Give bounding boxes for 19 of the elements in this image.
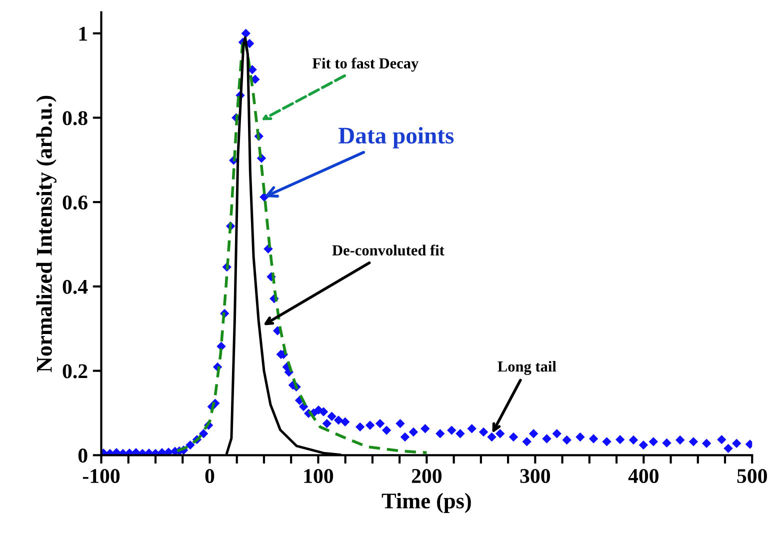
annotation: Long tail: [498, 360, 556, 375]
y-tick-label: 0: [78, 448, 88, 463]
y-axis-title: Normalized Intensity (arb.u.): [36, 96, 56, 372]
x-axis-title: Time (ps): [382, 492, 471, 513]
y-tick-label: 0.2: [62, 364, 88, 378]
x-tick-label: 500: [737, 468, 767, 484]
x-tick-label: 200: [412, 468, 442, 484]
annotation: De-convoluted fit: [332, 244, 444, 256]
y-tick-label: 0.6: [62, 195, 88, 210]
y-tick-label: 0.4: [62, 280, 88, 294]
x-tick-label: 100: [304, 468, 334, 484]
annotation: Fit to fast Decay: [312, 58, 419, 72]
y-tick-label: 0.8: [62, 111, 88, 126]
annotation: Data points: [338, 127, 454, 148]
y-tick-label: 1: [79, 26, 87, 41]
x-tick-label: 300: [520, 468, 550, 484]
x-tick-label: 0: [205, 468, 214, 484]
x-tick-label: -100: [82, 468, 120, 484]
x-tick-label: 400: [628, 468, 658, 484]
